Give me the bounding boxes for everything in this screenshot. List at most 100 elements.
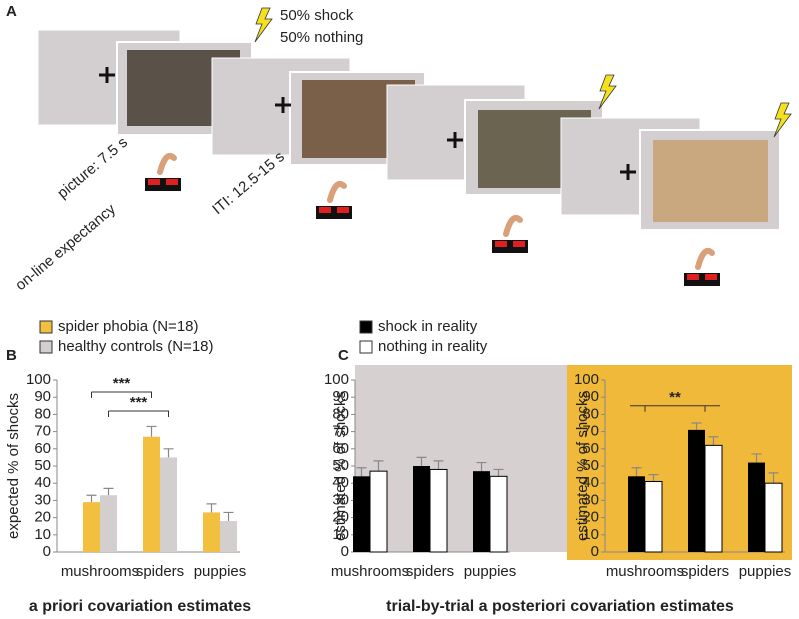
y-tick-label: 40 [582,474,599,491]
y-tick-label: 30 [332,491,349,508]
panel-label: B [6,347,17,364]
shock-icons [254,7,792,138]
y-tick-label: 40 [332,474,349,491]
significance-bracket [91,391,152,399]
bar [628,476,645,552]
significance-label: *** [130,394,148,411]
y-tick-label: 30 [34,491,51,508]
caption: a priori covariation estimates [29,598,251,615]
error-bar [86,494,97,503]
y-tick-label: 0 [43,543,51,560]
y-tick-label: 10 [582,526,599,543]
photo [653,140,768,222]
legend-swatch [359,340,373,354]
bar [203,512,220,552]
bar [429,468,448,553]
y-tick-label: 100 [324,371,349,388]
error-bar [493,468,504,477]
bar [764,482,783,553]
bar [489,475,508,553]
legend-swatch [39,340,53,354]
x-tick-label: puppies [464,563,517,580]
plot-background [355,365,567,552]
legend-label: healthy controls (N=18) [58,338,214,355]
expectancy-text: on-line expectancy [12,200,119,294]
y-tick-label: 50 [34,457,51,474]
bar [748,462,765,552]
y-tick-label: 0 [341,543,349,560]
y-tick-label: 50 [582,457,599,474]
legend-swatch [39,320,53,334]
y-tick-label: 10 [332,526,349,543]
error-bar [223,511,234,522]
y-tick-label: 40 [34,474,51,491]
y-tick-label: 20 [582,509,599,526]
y-tick-label: 20 [332,509,349,526]
x-tick-label: puppies [194,563,247,580]
y-axis-label: estimated % of shocks [574,391,591,541]
bar [220,521,237,552]
legend-label: nothing in reality [378,338,488,355]
error-bar [163,448,174,458]
legend-swatch [359,320,373,334]
bar [473,471,490,552]
y-tick-label: 90 [582,388,599,405]
error-bar [103,487,114,496]
y-tick-label: 60 [332,440,349,457]
significance-bracket [630,405,720,412]
y-axis-label: expected % of shocks [5,393,22,539]
bar [100,495,117,552]
error-bar [751,453,762,463]
picture-time: picture: 7.5 s [54,134,131,202]
nothing-text: 50% nothing [280,29,363,46]
bar [413,466,430,552]
error-bar [433,460,444,470]
y-tick-label: 80 [582,405,599,422]
x-tick-label: spiders [681,563,729,580]
x-tick-label: spiders [136,563,184,580]
y-tick-label: 80 [34,405,51,422]
caption: trial-by-trial a posteriori covariation … [386,598,734,615]
x-tick-label: mushrooms [331,563,409,580]
legend-label: spider phobia (N=18) [58,318,199,335]
y-tick-label: 100 [26,371,51,388]
y-tick-label: 10 [34,526,51,543]
panel-label: A [6,3,17,20]
y-tick-label: 80 [332,405,349,422]
error-bar [708,436,719,446]
y-tick-label: 90 [34,388,51,405]
x-tick-label: spiders [406,563,454,580]
error-bar [356,467,367,477]
iti-time: ITI: 12.5-15 s [209,148,288,218]
y-tick-label: 20 [34,509,51,526]
fixation-crosses [99,67,636,180]
x-tick-label: mushrooms [606,563,684,580]
y-tick-label: 70 [582,423,599,440]
diagram: 50% shock 50% nothing picture: 7.5 s ITI… [12,7,792,294]
significance-bracket [108,410,169,417]
bar [369,470,388,553]
y-tick-label: 0 [591,543,599,560]
error-bar [691,422,702,430]
y-tick-label: 100 [574,371,599,388]
y-tick-label: 50 [332,457,349,474]
y-tick-label: 60 [582,440,599,457]
y-axis-label: estimated % of shocks [332,391,349,541]
error-bar [631,467,642,477]
shock-text: 50% shock [280,7,354,24]
error-bar [206,503,217,513]
error-bar [373,460,384,472]
bar [353,476,370,552]
bar [143,436,160,552]
bar [644,480,663,553]
bar [704,444,723,553]
response-buttons [145,152,720,286]
y-tick-label: 30 [582,491,599,508]
x-tick-label: mushrooms [61,563,139,580]
significance-label: *** [113,375,131,392]
error-bar [648,474,659,482]
y-tick-label: 60 [34,440,51,457]
bar [688,429,705,552]
